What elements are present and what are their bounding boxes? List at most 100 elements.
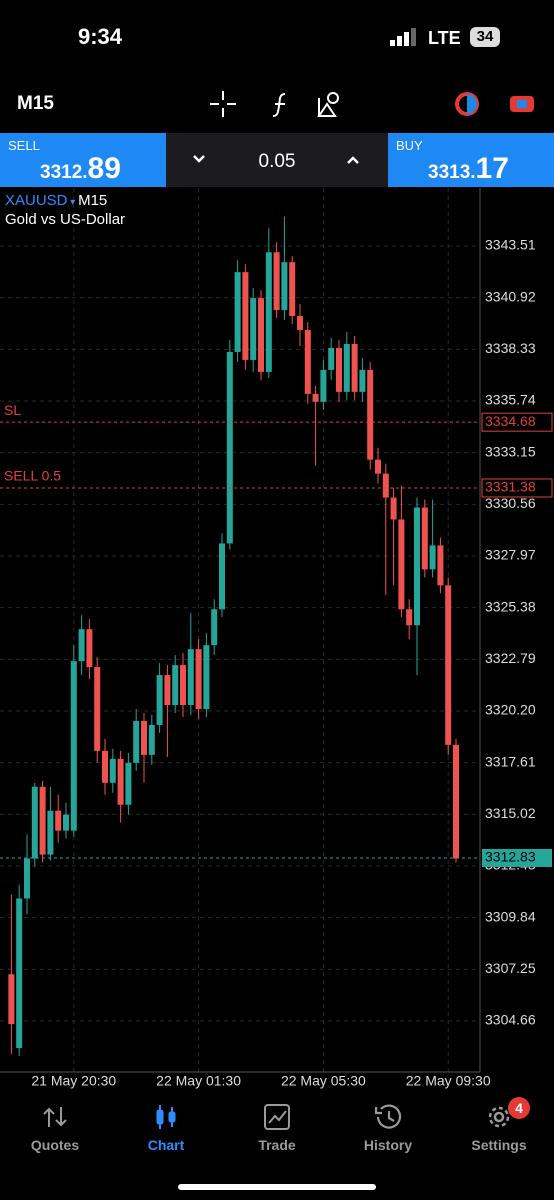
lot-value[interactable]: 0.05: [258, 151, 296, 172]
sell-label: SELL: [8, 138, 40, 153]
tab-label: Chart: [147, 1137, 185, 1153]
candle-body: [390, 497, 397, 520]
status-time: 9:34: [78, 24, 123, 49]
candle-body: [8, 974, 15, 1025]
timeframe-button[interactable]: M15: [17, 93, 54, 114]
tab-icon: [43, 1107, 67, 1127]
candle-body: [219, 543, 225, 610]
candle-body: [336, 347, 342, 392]
y-tick-label: 3320.20: [485, 702, 536, 718]
candle-body: [195, 649, 202, 709]
candle-body: [351, 343, 358, 392]
tab-icon: [264, 1104, 290, 1130]
buy-label: BUY: [396, 138, 423, 153]
candle-body: [31, 786, 38, 859]
tab[interactable]: Settings: [444, 1100, 554, 1153]
chart: 3343.51 3340.92 3338.33 3335.74 3333.15 3330.…: [0, 188, 553, 1089]
candle-body: [328, 347, 335, 370]
y-tick-label: 3307.25: [485, 960, 536, 976]
sell-price-main: 3312.: [40, 162, 88, 183]
y-tick-label: 3327.97: [485, 547, 536, 563]
candle-body: [109, 758, 116, 783]
candle-body: [47, 810, 54, 855]
x-tick-label: 22 May 01:30: [156, 1073, 241, 1089]
y-tick-label: 3330.56: [485, 495, 536, 511]
candle-body: [281, 262, 288, 311]
account-icons[interactable]: [455, 92, 540, 116]
candle-body: [211, 609, 218, 646]
level-price: 3334.68: [485, 413, 536, 429]
signal-icon: [390, 28, 416, 46]
candle-body: [78, 629, 85, 662]
network-label: LTE: [428, 28, 461, 48]
settings-badge: 4: [508, 1097, 530, 1119]
battery: 34: [470, 27, 500, 47]
tab-icon: [488, 1106, 510, 1128]
candle-body: [429, 545, 436, 570]
y-tick-label: 3343.51: [485, 237, 536, 253]
candle-body: [55, 810, 62, 831]
candle-body: [304, 330, 311, 394]
candle-body: [187, 649, 194, 705]
y-tick-label: 3325.38: [485, 598, 536, 614]
buy-price-main: 3313.: [428, 162, 476, 183]
y-tick-label: 3338.33: [485, 340, 536, 356]
tab[interactable]: History: [333, 1100, 443, 1153]
y-tick-label: 3304.66: [485, 1012, 536, 1028]
tab[interactable]: Quotes: [0, 1100, 110, 1153]
lot-panel: 0.05: [166, 133, 388, 187]
candle-body: [265, 252, 272, 372]
candle-body: [312, 393, 319, 402]
level-price: 3331.38: [485, 479, 536, 495]
y-tick-label: 3335.74: [485, 392, 536, 408]
candle-body: [172, 665, 179, 705]
sell-button[interactable]: SELL 3312.89: [0, 133, 166, 187]
toolbar-icons[interactable]: [205, 88, 345, 120]
candle-body: [16, 898, 23, 1049]
lot-arrows[interactable]: [191, 153, 361, 167]
candle-body: [164, 675, 171, 705]
candle-body: [24, 858, 30, 899]
candle-body: [437, 545, 444, 586]
candle-body: [117, 758, 124, 805]
chart-header: XAUUSD ▾ M15: [5, 192, 108, 209]
x-tick-label: 21 May 20:30: [31, 1073, 116, 1089]
candle-body: [320, 369, 327, 402]
buy-button[interactable]: BUY 3313.17: [388, 133, 554, 187]
candle-body: [273, 252, 280, 311]
x-tick-label: 22 May 05:30: [281, 1073, 366, 1089]
candle-body: [242, 272, 249, 360]
level-price-box: [482, 848, 552, 867]
candle-body: [180, 665, 186, 705]
tab-label: Settings: [471, 1137, 527, 1153]
candle-body: [367, 369, 374, 460]
tab[interactable]: Trade: [222, 1100, 332, 1153]
x-tick-label: 22 May 09:30: [406, 1073, 491, 1089]
candle-body: [445, 585, 452, 745]
y-tick-label: 3322.79: [485, 650, 536, 666]
y-tick-label: 3317.61: [485, 753, 536, 769]
level-price-box: [481, 478, 553, 498]
home-indicator: [178, 1184, 376, 1190]
buy-price-big: 17: [475, 152, 509, 185]
candle-body: [382, 473, 389, 498]
level-price-box: [481, 412, 553, 432]
candle-body: [453, 744, 459, 859]
candle-body: [94, 667, 101, 751]
candle-body: [234, 272, 241, 352]
candle-body: [343, 343, 350, 392]
candle-body: [156, 675, 163, 725]
candle-body: [125, 762, 132, 805]
candle-body: [141, 720, 147, 755]
candle-body: [406, 609, 413, 626]
candle-body: [226, 351, 233, 544]
candle-body: [414, 507, 420, 626]
candle-body: [63, 814, 69, 831]
candle-body: [86, 629, 93, 668]
tab[interactable]: Chart: [111, 1100, 221, 1153]
candle-body: [102, 750, 108, 783]
tab-label: Quotes: [30, 1137, 80, 1153]
y-tick-label: 3309.84: [485, 908, 536, 924]
candle-body: [398, 519, 405, 610]
